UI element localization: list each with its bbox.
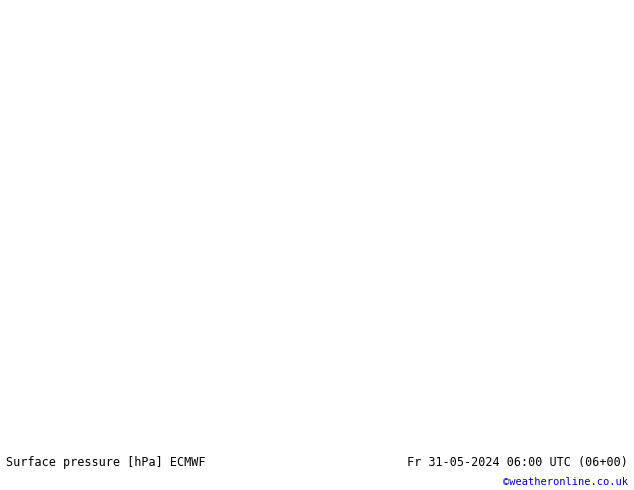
Text: ©weatheronline.co.uk: ©weatheronline.co.uk bbox=[503, 477, 628, 487]
Text: Fr 31-05-2024 06:00 UTC (06+00): Fr 31-05-2024 06:00 UTC (06+00) bbox=[407, 456, 628, 469]
Text: Surface pressure [hPa] ECMWF: Surface pressure [hPa] ECMWF bbox=[6, 456, 206, 469]
